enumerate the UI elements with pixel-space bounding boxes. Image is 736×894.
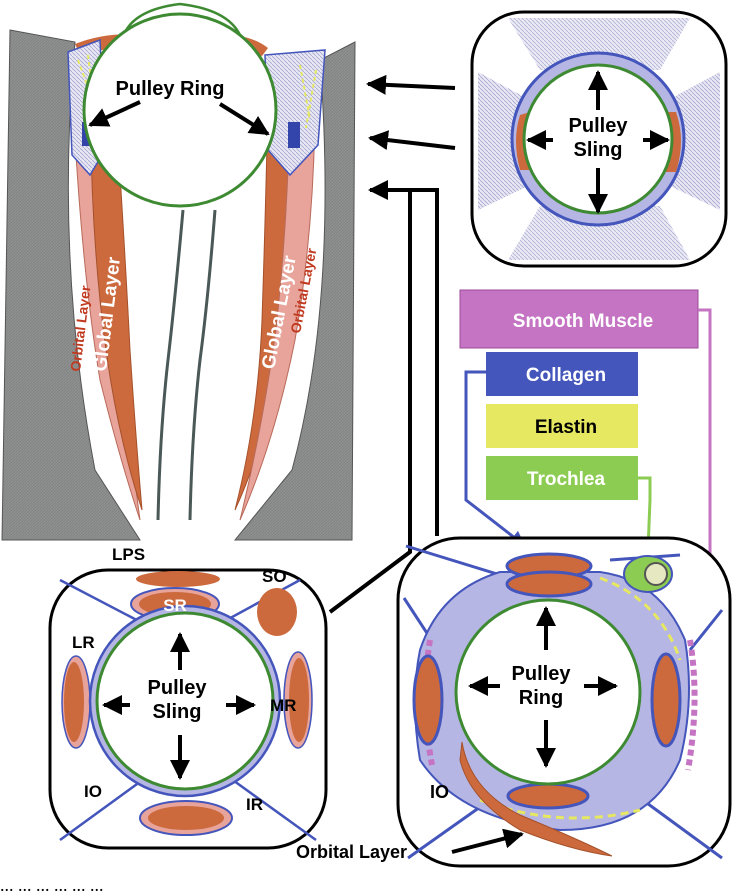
figure-caption: ... ... ... ... ... ...	[0, 876, 104, 894]
connector-arrows	[328, 74, 456, 614]
legend-smooth-muscle	[459, 289, 699, 349]
lps-muscle	[136, 571, 220, 587]
so-label: SO	[262, 567, 287, 586]
legend: Smooth Muscle Collagen Elastin Trochlea	[459, 289, 712, 672]
globe-bottom-left	[95, 611, 275, 791]
sr-label: SR	[163, 596, 187, 615]
pulley-sling-panel-bottom: LPS SO SR LR MR IO IR Pulley Sling	[48, 545, 328, 850]
io-label-right: IO	[430, 782, 449, 802]
bottom-left-sling-label: Sling	[153, 701, 202, 723]
io-label: IO	[84, 782, 102, 801]
orbital-layer-label-bottom: Orbital Layer	[296, 842, 407, 862]
svg-text:Collagen: Collagen	[526, 365, 606, 386]
right-orbital-layer-muscle	[239, 74, 316, 521]
globe-bottom-right	[454, 598, 642, 786]
top-right-sling-label: Sling	[574, 139, 623, 161]
globe	[82, 12, 278, 208]
lps-label: LPS	[112, 545, 145, 564]
left-global-layer-muscle	[90, 68, 143, 511]
legend-elastin	[486, 404, 638, 448]
optic-nerve-left	[156, 209, 185, 521]
mr-label: MR	[270, 696, 296, 715]
bottom-right-pulley-label: Pulley	[512, 663, 572, 685]
cornea	[120, 2, 244, 41]
orbit-horizontal-section: Pulley Ring Orbital Layer Global Layer G…	[1, 2, 356, 541]
legend-trochlea	[486, 456, 638, 500]
bottom-left-pulley-label: Pulley	[148, 677, 208, 699]
ir-label: IR	[246, 795, 263, 814]
optic-nerve-right	[188, 209, 217, 521]
so-muscle	[257, 588, 297, 636]
svg-text:Elastin: Elastin	[535, 417, 597, 438]
pulley-ring-arrow-left	[88, 100, 141, 127]
bottom-right-ring-label: Ring	[519, 687, 563, 709]
pulley-ring-label: Pulley Ring	[116, 78, 225, 100]
pulley-ring-arrow-right	[218, 102, 270, 136]
right-orbital-wall	[233, 41, 356, 541]
svg-text:Smooth Muscle: Smooth Muscle	[513, 311, 653, 332]
legend-collagen	[486, 352, 638, 396]
svg-text:Trochlea: Trochlea	[527, 469, 606, 490]
inferior-oblique-muscle	[459, 741, 613, 857]
lr-label: LR	[72, 633, 95, 652]
top-right-pulley-label: Pulley	[569, 115, 629, 137]
pulley-ring-panel: Pulley Ring IO	[396, 536, 732, 868]
pulley-sling-panel-top: Pulley Sling	[470, 10, 728, 268]
